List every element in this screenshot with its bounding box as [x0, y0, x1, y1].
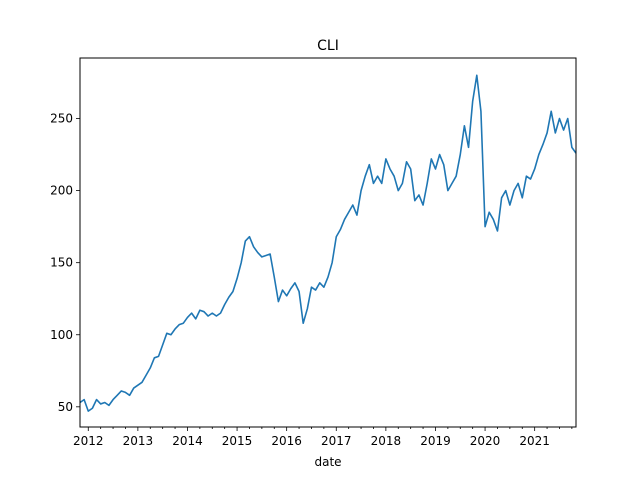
x-tick-label: 2012 [73, 434, 104, 448]
plot-frame [79, 57, 577, 428]
x-tick-label: 2014 [172, 434, 203, 448]
y-tick-label: 150 [50, 256, 73, 270]
plot-area [79, 74, 577, 412]
y-tick-label: 250 [50, 112, 73, 126]
series-line-0 [79, 74, 577, 412]
x-axis: 2012 2013 2014 2015 2016 2017 2018 2019 2020 2021 [73, 427, 573, 448]
y-tick-label: 200 [50, 184, 73, 198]
y-tick-label: 50 [58, 400, 73, 414]
x-tick-label: 2016 [271, 434, 302, 448]
y-axis: 50 100 150 200 250 [50, 112, 80, 414]
x-axis-title: date [314, 455, 341, 469]
x-tick-label: 2018 [371, 434, 402, 448]
chart-title: CLI [317, 38, 339, 54]
x-tick-label: 2017 [321, 434, 352, 448]
x-tick-label: 2015 [222, 434, 253, 448]
x-tick-label: 2019 [420, 434, 451, 448]
x-tick-label: 2021 [519, 434, 550, 448]
x-tick-label: 2020 [470, 434, 501, 448]
y-tick-label: 100 [50, 328, 73, 342]
x-tick-label: 2013 [123, 434, 154, 448]
